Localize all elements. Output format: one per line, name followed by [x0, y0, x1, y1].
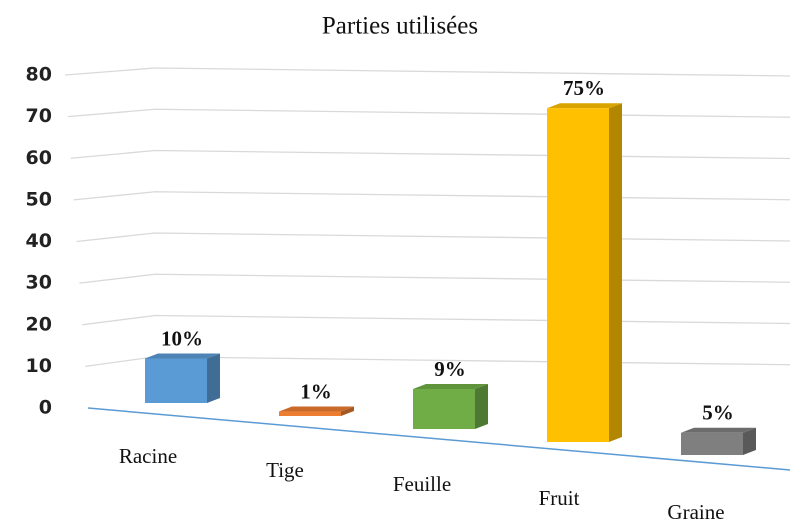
data-label: 9%	[434, 357, 466, 381]
grid-line	[64, 67, 791, 77]
bar-side	[743, 427, 756, 455]
x-tick-label: Racine	[119, 444, 177, 468]
grid-line	[70, 149, 791, 160]
x-tick-label: Fruit	[539, 486, 580, 510]
y-tick-label: 30	[26, 272, 52, 294]
bar-top	[279, 406, 354, 412]
y-tick-label: 60	[26, 147, 52, 169]
bar	[145, 358, 207, 403]
grid-line	[67, 108, 791, 118]
data-label: 75%	[563, 76, 605, 100]
x-tick-label: Graine	[667, 500, 724, 522]
bar-side	[207, 353, 220, 403]
bar	[681, 432, 743, 455]
grid-line	[73, 191, 791, 201]
data-label: 5%	[702, 401, 734, 425]
y-tick-label: 50	[26, 188, 52, 210]
grid-line	[82, 314, 791, 326]
grid-line	[76, 232, 791, 243]
y-tick-label: 0	[39, 397, 52, 419]
bar-side	[475, 383, 488, 429]
bar-top	[145, 353, 220, 359]
bar-side	[341, 406, 354, 416]
bar	[547, 108, 609, 442]
y-tick-label: 80	[26, 64, 52, 86]
data-label: 10%	[161, 326, 203, 350]
bar	[279, 411, 341, 416]
y-tick-label: 20	[26, 313, 52, 335]
grid-line	[79, 273, 791, 284]
bar-top	[413, 383, 488, 389]
bar-side	[609, 103, 622, 442]
bar	[413, 388, 475, 429]
x-tick-label: Tige	[266, 458, 304, 482]
bar-top	[547, 103, 622, 109]
bar-top	[681, 427, 756, 433]
data-label: 1%	[300, 379, 332, 403]
y-tick-label: 10	[26, 355, 52, 377]
chart-title: Parties utilisées	[322, 13, 478, 40]
y-tick-label: 40	[26, 230, 52, 252]
x-tick-label: Feuille	[393, 472, 451, 496]
y-tick-label: 70	[26, 105, 52, 127]
floor-line	[87, 407, 791, 471]
